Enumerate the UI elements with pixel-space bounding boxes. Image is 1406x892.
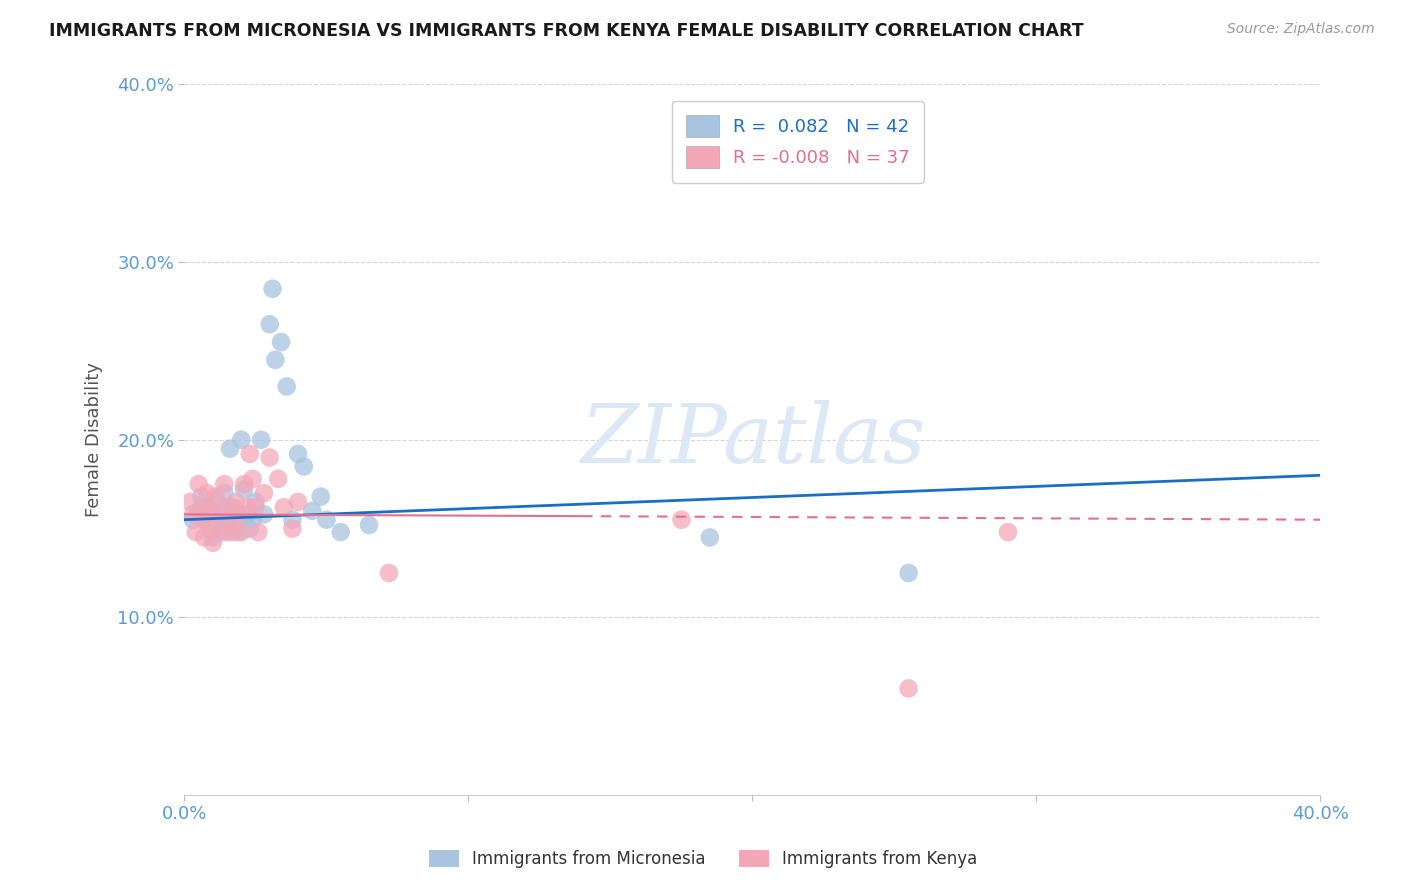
Point (204, 490, 226, 504)
Point (329, 525, 352, 540)
Point (209, 504, 232, 518)
Point (207, 513, 229, 527)
Point (193, 531, 215, 545)
Legend: Immigrants from Micronesia, Immigrants from Kenya: Immigrants from Micronesia, Immigrants f… (422, 843, 984, 875)
Point (253, 486, 276, 500)
Point (217, 525, 239, 540)
Point (231, 433, 253, 447)
Point (301, 504, 323, 518)
Point (209, 525, 232, 540)
Point (699, 531, 721, 545)
Point (181, 508, 204, 522)
Point (262, 282, 284, 296)
Point (259, 450, 281, 465)
Text: IMMIGRANTS FROM MICRONESIA VS IMMIGRANTS FROM KENYA FEMALE DISABILITY CORRELATIO: IMMIGRANTS FROM MICRONESIA VS IMMIGRANTS… (49, 22, 1084, 40)
Point (233, 477, 256, 491)
Point (204, 495, 226, 509)
Point (207, 508, 229, 522)
Point (201, 508, 224, 522)
Legend: R =  0.082   N = 42, R = -0.008   N = 37: R = 0.082 N = 42, R = -0.008 N = 37 (672, 101, 924, 183)
Point (239, 447, 262, 461)
Point (997, 525, 1019, 540)
Point (276, 379, 298, 393)
Point (270, 334, 292, 349)
Point (273, 500, 295, 515)
Point (231, 525, 253, 540)
Point (222, 500, 245, 515)
Y-axis label: Female Disability: Female Disability (86, 362, 103, 517)
Point (212, 477, 235, 491)
Point (190, 490, 212, 504)
Point (357, 518, 380, 533)
Point (242, 472, 264, 486)
Point (228, 508, 250, 522)
Point (195, 486, 218, 500)
Point (233, 483, 256, 497)
Point (181, 513, 204, 527)
Point (287, 447, 309, 461)
Point (236, 508, 259, 522)
Point (198, 504, 221, 518)
Point (195, 500, 218, 515)
Point (219, 442, 242, 456)
Point (190, 500, 212, 515)
Point (225, 513, 247, 527)
Point (239, 522, 262, 536)
Point (247, 525, 270, 540)
Point (281, 522, 304, 536)
Point (671, 513, 693, 527)
Point (212, 486, 235, 500)
Point (287, 495, 309, 509)
Point (264, 352, 287, 367)
Point (207, 525, 229, 540)
Point (245, 495, 267, 509)
Point (179, 495, 201, 509)
Point (201, 522, 224, 536)
Text: ZIPatlas: ZIPatlas (579, 400, 925, 480)
Point (193, 513, 215, 527)
Text: Source: ZipAtlas.com: Source: ZipAtlas.com (1227, 22, 1375, 37)
Point (309, 490, 332, 504)
Point (253, 508, 276, 522)
Point (222, 525, 245, 540)
Point (259, 318, 281, 332)
Point (184, 525, 207, 540)
Point (217, 500, 239, 515)
Point (267, 472, 290, 486)
Point (201, 531, 224, 545)
Point (219, 513, 242, 527)
Point (187, 477, 209, 491)
Point (315, 513, 337, 527)
Point (228, 525, 250, 540)
Point (217, 513, 239, 527)
Point (897, 681, 920, 696)
Point (187, 504, 209, 518)
Point (236, 500, 259, 515)
Point (225, 495, 247, 509)
Point (292, 459, 315, 474)
Point (193, 513, 215, 527)
Point (281, 513, 304, 527)
Point (201, 536, 224, 550)
Point (242, 513, 264, 527)
Point (897, 566, 920, 580)
Point (198, 522, 221, 536)
Point (245, 500, 267, 515)
Point (378, 566, 401, 580)
Point (250, 433, 273, 447)
